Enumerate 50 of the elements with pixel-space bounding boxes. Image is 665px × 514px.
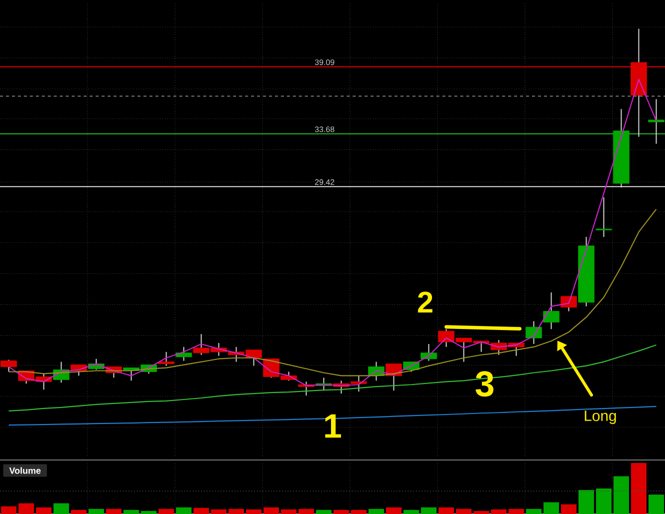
bar — [194, 508, 210, 514]
bar — [176, 507, 192, 514]
bar — [561, 504, 577, 514]
bar — [18, 503, 34, 514]
candlestick — [526, 320, 542, 344]
bar — [368, 508, 384, 514]
chart-title: Volume — [9, 467, 41, 474]
annotation: 1 — [325, 414, 341, 438]
bar — [404, 510, 420, 514]
bar — [614, 476, 630, 514]
annotation: 3 — [476, 371, 494, 397]
bar — [508, 508, 524, 514]
bar — [474, 510, 490, 514]
bar — [631, 463, 647, 514]
bar — [334, 510, 350, 514]
bar — [491, 509, 507, 514]
bar — [141, 510, 156, 514]
bar — [1, 506, 16, 514]
bar — [228, 508, 244, 514]
candlestick — [0, 359, 17, 372]
annotation: 2 — [418, 292, 432, 313]
bar — [386, 507, 402, 514]
bar — [316, 510, 332, 514]
bar — [281, 509, 297, 514]
bar — [421, 507, 437, 514]
bar — [596, 488, 612, 514]
bar — [526, 508, 542, 514]
candlestick — [158, 351, 174, 366]
bar — [648, 494, 664, 514]
candlestick — [648, 98, 664, 144]
bar — [158, 508, 174, 514]
bar — [54, 503, 69, 514]
bar — [246, 509, 262, 514]
bar — [211, 509, 227, 514]
bar — [438, 507, 454, 514]
bar — [578, 490, 594, 514]
bar — [351, 510, 367, 514]
candlestick — [543, 292, 560, 330]
bar — [264, 507, 280, 514]
bar — [456, 508, 472, 514]
bar — [36, 507, 52, 514]
annotation: Long — [584, 410, 616, 424]
bar — [88, 508, 104, 514]
candlestick — [596, 196, 612, 238]
bar — [124, 510, 139, 514]
bar — [106, 508, 122, 514]
bar — [71, 510, 86, 514]
bar — [298, 508, 314, 514]
bar — [544, 502, 560, 514]
candlestick — [176, 346, 192, 362]
